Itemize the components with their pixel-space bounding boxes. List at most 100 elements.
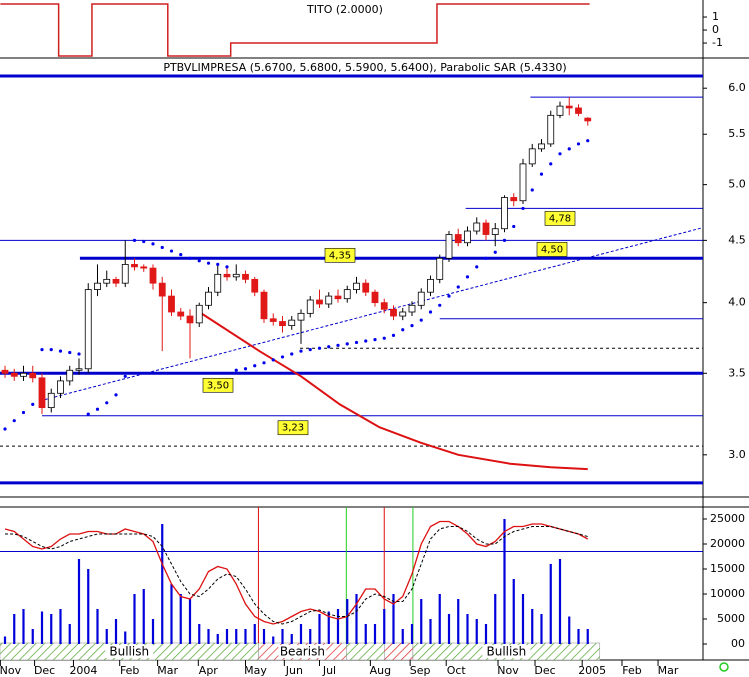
x-tick-label: 2005: [578, 664, 606, 677]
candle-body: [103, 278, 111, 284]
trend-line: [44, 227, 704, 401]
candle-body: [29, 372, 37, 379]
candle-body: [501, 197, 508, 230]
sar-dot: [456, 285, 460, 289]
sar-dot: [58, 349, 63, 353]
sar-dot: [243, 367, 248, 371]
x-tick-label: Mar: [658, 664, 679, 677]
sar-dot: [327, 345, 331, 349]
sar-dot: [31, 402, 35, 407]
sar-dot: [169, 249, 174, 253]
x-tick-label: May: [244, 664, 267, 677]
y-tick-label: 5.5: [728, 127, 746, 140]
sar-dot: [438, 303, 442, 307]
sar-dot: [410, 324, 414, 328]
sar-dot: [49, 348, 53, 352]
sar-dot: [428, 310, 433, 314]
x-tick-label: Nov: [0, 664, 22, 677]
candle-body: [454, 234, 462, 244]
y-tick-label: 00: [731, 637, 745, 650]
sar-dot: [391, 333, 396, 337]
sar-dot: [262, 361, 266, 365]
zone-label-bg: [105, 645, 154, 658]
y-tick-label: 15000: [710, 562, 745, 575]
sar-dot: [151, 242, 155, 246]
level-label-bg: [277, 420, 309, 436]
sar-dot: [364, 339, 368, 343]
sar-dot: [280, 355, 285, 359]
sar-dot: [447, 294, 451, 298]
sar-dot: [114, 393, 118, 397]
level-label: 4,35: [329, 250, 351, 261]
candle-body: [436, 257, 444, 280]
sar-dot: [308, 348, 312, 352]
x-tick-label: Feb: [120, 664, 139, 677]
candle-body: [214, 273, 222, 293]
level-label-bg: [536, 242, 568, 257]
level-label-bg: [544, 211, 576, 226]
sar-dot: [299, 349, 303, 353]
sar-dot: [493, 250, 497, 254]
candle-body: [325, 295, 333, 305]
zone-label: Bullish: [109, 645, 149, 659]
candle-body: [38, 377, 46, 409]
sar-dot: [253, 364, 257, 368]
sar-dot: [539, 172, 544, 176]
sar-dot: [317, 346, 322, 350]
zone-label: Bullish: [486, 645, 526, 659]
sar-dot: [77, 352, 81, 356]
sar-dot: [549, 162, 553, 166]
candle-body: [538, 143, 545, 150]
y-tick-label: 5000: [717, 612, 745, 625]
candle-body: [380, 302, 388, 310]
candle-body: [140, 266, 148, 269]
sar-dot: [271, 358, 275, 362]
candle-body: [149, 267, 157, 284]
sar-dot: [160, 245, 164, 250]
candle-body: [306, 299, 314, 314]
y-tick-label: -1: [712, 36, 723, 49]
x-tick-label: Feb: [622, 664, 641, 677]
sar-dot: [95, 407, 100, 411]
candle-body: [121, 264, 129, 284]
candle-body: [131, 264, 138, 268]
candle-body: [343, 289, 351, 300]
sar-dot: [401, 328, 405, 332]
candle-body: [565, 105, 573, 109]
x-tick-label: Dec: [34, 664, 55, 677]
zone-label: Bearish: [280, 645, 325, 659]
y-tick-label: 3.0: [728, 448, 746, 461]
indicator-title: TITO (2.0000): [306, 3, 383, 16]
candle-body: [66, 369, 74, 382]
level-label-bg: [324, 247, 356, 263]
zone-label-bg: [278, 645, 327, 658]
x-tick-label: Sep: [410, 664, 431, 677]
sar-dot: [123, 374, 127, 378]
candle-body: [334, 295, 342, 300]
candle-body: [269, 318, 277, 322]
sar-dot: [206, 261, 211, 265]
sar-dot: [132, 238, 137, 242]
chart-title: PTBVLIMPRESA (5.6700, 5.6800, 5.5900, 5.…: [163, 61, 566, 74]
sar-dot: [484, 256, 488, 260]
candle-body: [556, 105, 564, 116]
x-tick-label: Oct: [447, 664, 467, 677]
sar-dot: [179, 253, 183, 257]
sar-dot: [197, 259, 201, 263]
candle-body: [575, 107, 582, 114]
y-tick-label: 4.5: [728, 233, 746, 246]
x-tick-label: Jul: [322, 664, 336, 677]
sar-dot: [567, 147, 571, 151]
sar-dot: [354, 340, 359, 345]
sar-dot: [3, 427, 7, 431]
y-tick-label: 6.0: [728, 81, 746, 94]
y-tick-label: 10000: [710, 587, 745, 600]
y-tick-label: 0: [712, 23, 719, 36]
candle-body: [362, 282, 370, 293]
y-tick-label: 1: [712, 10, 719, 23]
candle-body: [473, 222, 481, 232]
candle-body: [168, 295, 175, 313]
candle-body: [528, 148, 536, 165]
sar-dot: [475, 265, 479, 269]
sar-dot: [512, 224, 516, 229]
